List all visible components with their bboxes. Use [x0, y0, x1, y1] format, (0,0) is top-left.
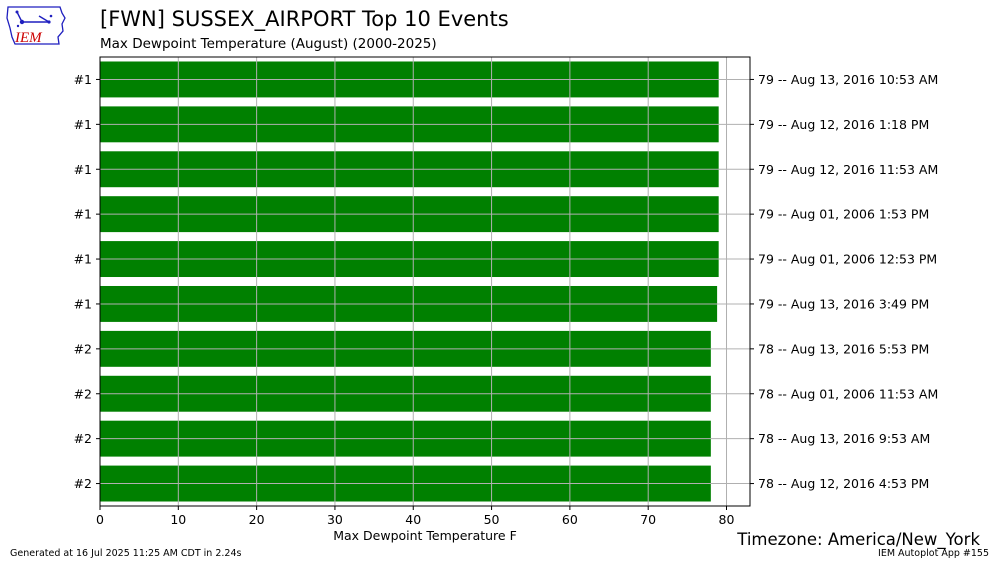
- y-tick-label: #1: [74, 296, 92, 311]
- x-tick-label: 0: [96, 512, 104, 527]
- event-label: 78 -- Aug 01, 2006 11:53 AM: [758, 386, 938, 401]
- app-label: IEM Autoplot App #155: [878, 548, 989, 559]
- timezone-label: Timezone: America/New_York: [737, 530, 980, 549]
- event-label: 79 -- Aug 12, 2016 1:18 PM: [758, 117, 929, 132]
- event-label: 78 -- Aug 13, 2016 9:53 AM: [758, 431, 930, 446]
- x-tick-label: 10: [170, 512, 186, 527]
- event-label: 79 -- Aug 01, 2006 12:53 PM: [758, 252, 937, 267]
- event-label: 79 -- Aug 01, 2006 1:53 PM: [758, 207, 929, 222]
- x-tick-label: 20: [249, 512, 265, 527]
- y-tick-label: #1: [74, 162, 92, 177]
- event-label: 79 -- Aug 13, 2016 3:49 PM: [758, 296, 929, 311]
- x-tick-label: 70: [640, 512, 656, 527]
- x-tick-label: 60: [562, 512, 578, 527]
- generated-timestamp: Generated at 16 Jul 2025 11:25 AM CDT in…: [10, 548, 242, 559]
- y-tick-label: #1: [74, 72, 92, 87]
- event-label: 78 -- Aug 13, 2016 5:53 PM: [758, 341, 929, 356]
- y-tick-label: #2: [74, 431, 92, 446]
- chart-title: [FWN] SUSSEX_AIRPORT Top 10 Events: [100, 7, 509, 31]
- event-label: 79 -- Aug 12, 2016 11:53 AM: [758, 162, 938, 177]
- chart-subtitle: Max Dewpoint Temperature (August) (2000-…: [100, 36, 437, 52]
- y-tick-label: #1: [74, 117, 92, 132]
- y-tick-label: #1: [74, 252, 92, 267]
- iem-logo: IEM: [5, 4, 67, 52]
- y-tick-label: #2: [74, 386, 92, 401]
- svg-text:IEM: IEM: [14, 30, 43, 46]
- x-tick-label: 50: [484, 512, 500, 527]
- iem-iowa-logo-icon: IEM: [6, 6, 66, 46]
- x-axis-label: Max Dewpoint Temperature F: [333, 528, 517, 543]
- plot-frame: [99, 56, 751, 507]
- event-label: 78 -- Aug 12, 2016 4:53 PM: [758, 476, 929, 491]
- y-tick-label: #1: [74, 207, 92, 222]
- x-tick-label: 30: [327, 512, 343, 527]
- y-tick-label: #2: [74, 476, 92, 491]
- x-tick-label: 80: [719, 512, 735, 527]
- x-tick-label: 40: [405, 512, 421, 527]
- y-tick-label: #2: [74, 341, 92, 356]
- event-label: 79 -- Aug 13, 2016 10:53 AM: [758, 72, 938, 87]
